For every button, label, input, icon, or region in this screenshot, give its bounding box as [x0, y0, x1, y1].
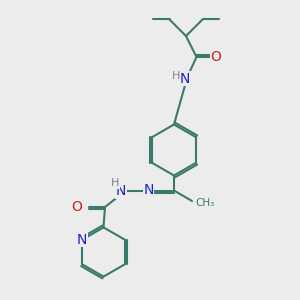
Text: O: O [71, 200, 82, 214]
Text: O: O [211, 50, 221, 64]
Text: N: N [116, 184, 126, 198]
Text: N: N [179, 72, 190, 86]
Text: CH₃: CH₃ [196, 197, 215, 208]
Text: H: H [111, 178, 120, 188]
Text: N: N [77, 233, 87, 247]
Text: N: N [143, 184, 154, 197]
Text: H: H [172, 70, 180, 81]
